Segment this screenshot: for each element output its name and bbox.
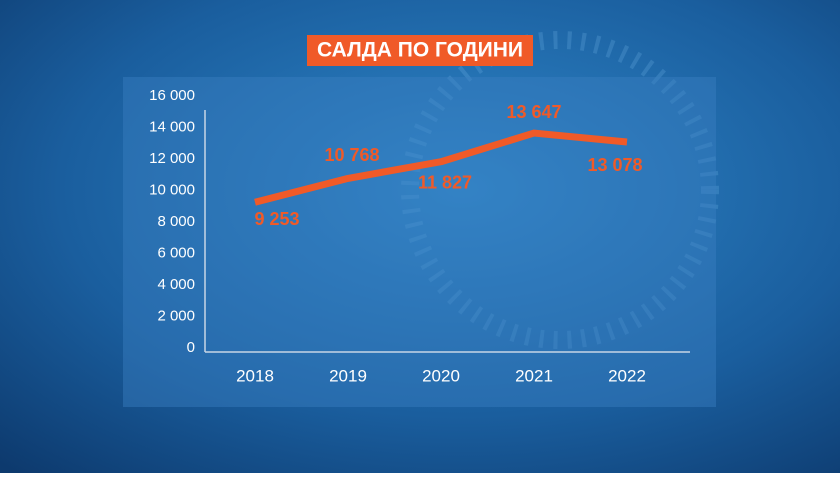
data-label: 9 253 <box>254 209 299 229</box>
y-tick-label: 10 000 <box>149 181 195 198</box>
data-label: 13 078 <box>587 155 642 175</box>
chart-title: САЛДА ПО ГОДИНИ <box>317 39 523 62</box>
y-tick-label: 4 000 <box>157 276 195 293</box>
y-tick-label: 2 000 <box>157 307 195 324</box>
y-tick-label: 0 <box>187 339 195 356</box>
data-label: 10 768 <box>324 145 379 165</box>
y-tick-label: 12 000 <box>149 150 195 167</box>
x-tick-label: 2021 <box>515 366 553 385</box>
x-tick-label: 2020 <box>422 366 460 385</box>
x-tick-label: 2022 <box>608 366 646 385</box>
x-tick-label: 2018 <box>236 366 274 385</box>
title-box <box>307 35 533 66</box>
decor-ring <box>401 31 719 349</box>
data-line <box>254 129 628 206</box>
y-tick-label: 6 000 <box>157 244 195 261</box>
data-label: 13 647 <box>506 102 561 122</box>
y-tick-label: 16 000 <box>149 87 195 104</box>
x-tick-label: 2019 <box>329 366 367 385</box>
y-tick-label: 14 000 <box>149 118 195 135</box>
chart-panel <box>123 77 716 407</box>
y-tick-label: 8 000 <box>157 213 195 230</box>
data-label: 11 827 <box>418 172 472 192</box>
